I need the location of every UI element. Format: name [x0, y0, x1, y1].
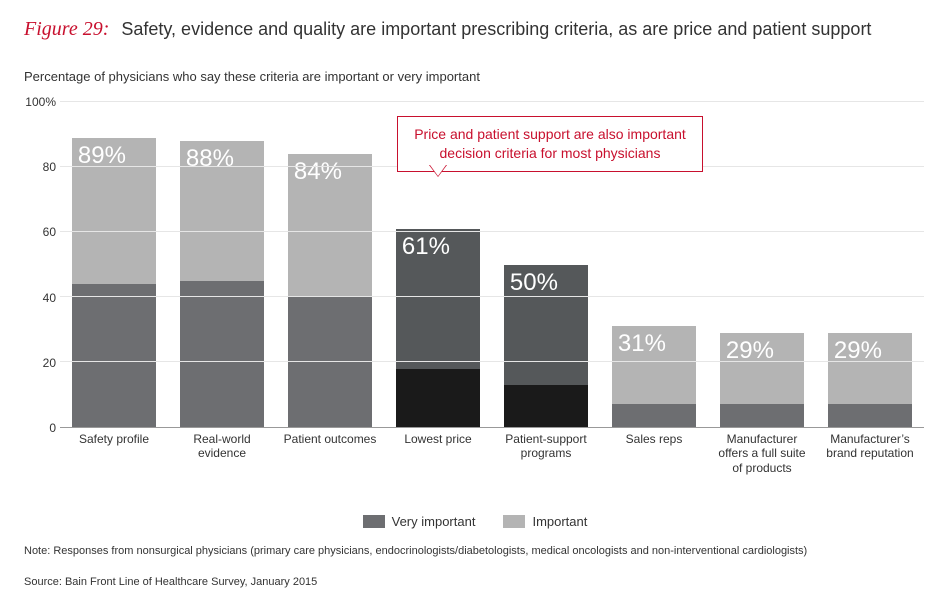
y-tick: 40 — [43, 291, 56, 305]
bar-slot: 88% — [168, 102, 276, 427]
gridline — [60, 296, 924, 297]
y-tick: 80 — [43, 160, 56, 174]
legend-important: Important — [503, 514, 587, 529]
x-label: Manufacturer offers a full suite of prod… — [708, 428, 816, 468]
swatch-important — [503, 515, 525, 528]
x-label: Patient-support programs — [492, 428, 600, 468]
legend-label-very-important: Very important — [392, 514, 476, 529]
bar-value-label: 61% — [402, 233, 450, 261]
figure-header: Figure 29: Safety, evidence and quality … — [24, 18, 926, 41]
x-label: Lowest price — [384, 428, 492, 468]
y-tick: 20 — [43, 356, 56, 370]
y-tick: 60 — [43, 225, 56, 239]
bar: 29% — [720, 333, 804, 427]
gridline — [60, 361, 924, 362]
bar-value-label: 50% — [510, 269, 558, 297]
bar: 61% — [396, 229, 480, 427]
bar: 29% — [828, 333, 912, 427]
segment-very-important — [504, 385, 588, 427]
footnote-source: Source: Bain Front Line of Healthcare Su… — [24, 574, 926, 591]
x-axis-labels: Safety profileReal-world evidencePatient… — [60, 428, 924, 468]
bar: 89% — [72, 138, 156, 427]
figure-number: Figure 29: — [24, 18, 109, 41]
y-axis: 100%020406080 — [24, 88, 60, 428]
segment-very-important — [720, 404, 804, 427]
y-tick-max: 100% — [25, 95, 56, 109]
bar: 31% — [612, 326, 696, 427]
chart-subtitle: Percentage of physicians who say these c… — [24, 69, 926, 84]
x-label: Patient outcomes — [276, 428, 384, 468]
figure-title: Safety, evidence and quality are importa… — [121, 19, 871, 40]
bar-chart: 100% 0 20 40 60 80 89% 88% 84% 61% 50% 31% 29% 29% S… — [24, 88, 924, 468]
bar-slot: 84% — [276, 102, 384, 427]
x-label: Manufacturer’s brand reputation — [816, 428, 924, 468]
bar-slot: 29% — [816, 102, 924, 427]
bar: 84% — [288, 154, 372, 427]
segment-very-important — [180, 281, 264, 427]
x-label: Real-world evidence — [168, 428, 276, 468]
footnote-note: Note: Responses from nonsurgical physici… — [24, 543, 926, 560]
segment-very-important — [288, 297, 372, 427]
legend-label-important: Important — [532, 514, 587, 529]
x-label: Safety profile — [60, 428, 168, 468]
segment-very-important — [828, 404, 912, 427]
segment-very-important — [396, 369, 480, 428]
bar: 88% — [180, 141, 264, 427]
callout-text: Price and patient support are also impor… — [414, 126, 686, 161]
swatch-very-important — [363, 515, 385, 528]
bar: 50% — [504, 265, 588, 428]
bar-value-label: 31% — [618, 330, 666, 358]
legend: Very important Important — [24, 514, 926, 529]
callout-tail-inner — [430, 165, 446, 176]
bar-slot: 29% — [708, 102, 816, 427]
callout-box: Price and patient support are also impor… — [397, 116, 703, 172]
bar-value-label: 84% — [294, 158, 342, 186]
y-tick: 0 — [49, 421, 56, 435]
gridline — [60, 231, 924, 232]
segment-very-important — [72, 284, 156, 427]
segment-very-important — [612, 404, 696, 427]
bar-value-label: 88% — [186, 145, 234, 173]
gridline — [60, 101, 924, 102]
bar-slot: 89% — [60, 102, 168, 427]
legend-very-important: Very important — [363, 514, 476, 529]
x-label: Sales reps — [600, 428, 708, 468]
